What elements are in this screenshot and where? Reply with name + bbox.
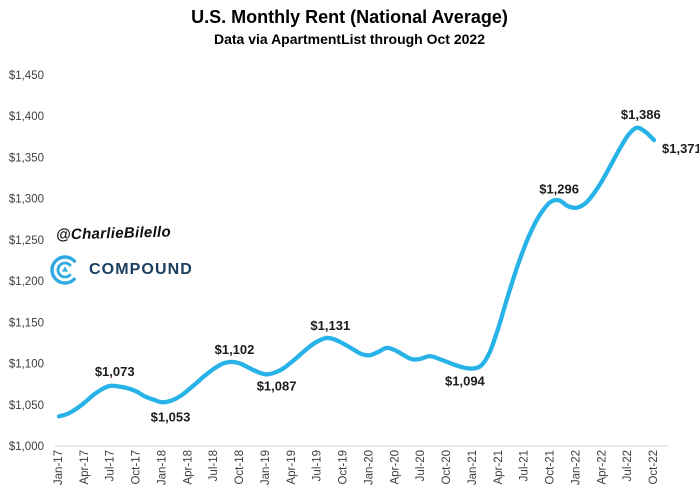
x-tick-label: Jul-20 xyxy=(415,450,427,481)
data-label: $1,371 xyxy=(662,141,699,156)
compound-wordmark: COMPOUND xyxy=(89,261,193,278)
x-tick-label: Jul-21 xyxy=(519,450,531,481)
y-tick-label: $1,400 xyxy=(9,111,44,123)
x-tick-label: Jan-20 xyxy=(363,450,375,485)
x-tick-label: Jul-19 xyxy=(312,450,324,481)
x-tick-label: Jan-19 xyxy=(260,450,272,485)
data-label: $1,053 xyxy=(151,409,191,424)
compound-logo: COMPOUND xyxy=(48,253,193,287)
y-tick-label: $1,300 xyxy=(9,194,44,206)
y-tick-label: $1,450 xyxy=(9,70,44,82)
x-tick-label: Jul-18 xyxy=(208,450,220,481)
x-tick-label: Apr-18 xyxy=(182,450,194,485)
x-tick-label: Apr-21 xyxy=(493,450,505,485)
page-subtitle: Data via ApartmentList through Oct 2022 xyxy=(214,31,485,47)
x-tick-label: Jan-17 xyxy=(53,450,65,485)
x-tick-label: Apr-22 xyxy=(596,450,608,485)
x-tick-label: Oct-18 xyxy=(234,450,246,485)
x-tick-label: Oct-17 xyxy=(131,450,143,485)
y-tick-label: $1,350 xyxy=(9,152,44,164)
y-tick-label: $1,100 xyxy=(9,359,44,371)
page-title: U.S. Monthly Rent (National Average) xyxy=(191,7,508,27)
y-tick-label: $1,150 xyxy=(9,317,44,329)
x-tick-label: Jul-22 xyxy=(622,450,634,481)
x-tick-label: Apr-20 xyxy=(389,450,401,485)
data-label: $1,131 xyxy=(310,318,350,333)
y-tick-label: $1,000 xyxy=(9,441,44,453)
x-tick-label: Jul-17 xyxy=(105,450,117,481)
x-tick-label: Apr-17 xyxy=(79,450,91,485)
x-tick-label: Jan-18 xyxy=(157,450,169,485)
rent-line xyxy=(56,125,657,419)
x-tick-label: Oct-20 xyxy=(441,450,453,485)
data-label: $1,102 xyxy=(215,342,255,357)
x-tick-label: Oct-21 xyxy=(545,450,557,485)
x-tick-label: Oct-19 xyxy=(338,450,350,485)
data-label: $1,296 xyxy=(539,181,579,196)
watermark-handle: @CharlieBilello xyxy=(55,223,172,244)
x-tick-label: Apr-19 xyxy=(286,450,298,485)
y-tick-label: $1,200 xyxy=(9,276,44,288)
data-label: $1,073 xyxy=(95,364,135,379)
x-tick-label: Oct-22 xyxy=(648,450,660,485)
y-tick-label: $1,050 xyxy=(9,400,44,412)
y-tick-label: $1,250 xyxy=(9,235,44,247)
data-label: $1,094 xyxy=(445,374,486,389)
data-label: $1,087 xyxy=(257,379,297,394)
data-label: $1,386 xyxy=(621,107,661,122)
compound-c-icon xyxy=(50,255,80,285)
x-tick-label: Jan-21 xyxy=(467,450,479,485)
x-tick-label: Jan-22 xyxy=(570,450,582,485)
